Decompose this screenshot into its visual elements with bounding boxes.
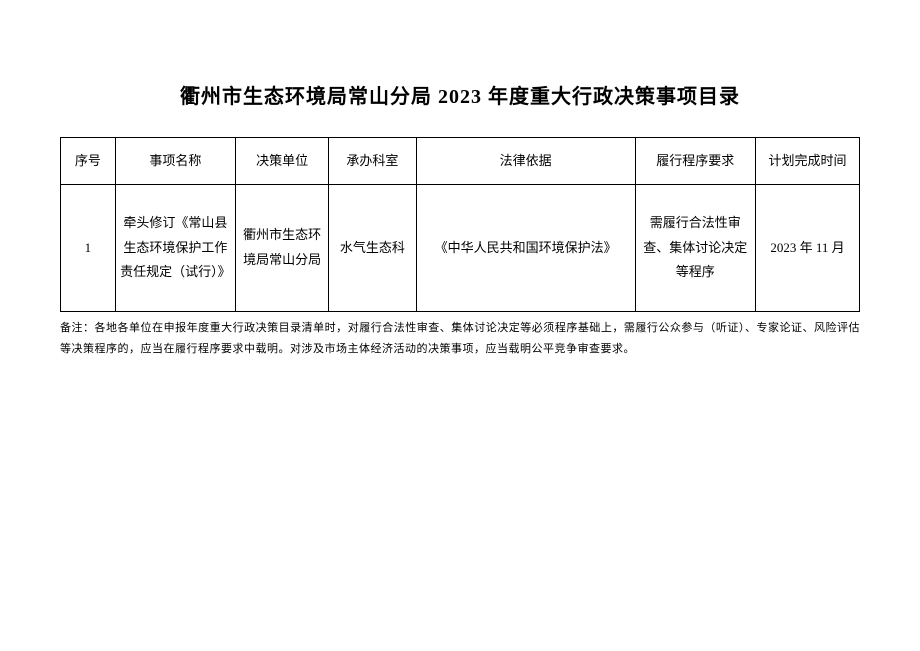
cell-plan: 2023 年 11 月 [755, 185, 859, 312]
table-row: 1 牵头修订《常山县生态环境保护工作责任规定（试行）》 衢州市生态环境局常山分局… [61, 185, 860, 312]
table-header-row: 序号 事项名称 决策单位 承办科室 法律依据 履行程序要求 计划完成时间 [61, 138, 860, 185]
document-page: 衢州市生态环境局常山分局 2023 年度重大行政决策事项目录 序号 事项名称 决… [0, 0, 920, 360]
note-body: 各地各单位在申报年度重大行政决策目录清单时，对履行合法性审查、集体讨论决定等必须… [60, 322, 860, 355]
note-label: 备注： [60, 322, 95, 334]
cell-name: 牵头修订《常山县生态环境保护工作责任规定（试行）》 [115, 185, 235, 312]
header-basis: 法律依据 [416, 138, 635, 185]
header-plan: 计划完成时间 [755, 138, 859, 185]
header-procedure: 履行程序要求 [635, 138, 755, 185]
cell-unit: 衢州市生态环境局常山分局 [236, 185, 329, 312]
header-seq: 序号 [61, 138, 116, 185]
cell-dept: 水气生态科 [329, 185, 417, 312]
page-title: 衢州市生态环境局常山分局 2023 年度重大行政决策事项目录 [60, 80, 860, 109]
cell-basis: 《中华人民共和国环境保护法》 [416, 185, 635, 312]
header-unit: 决策单位 [236, 138, 329, 185]
cell-procedure: 需履行合法性审查、集体讨论决定等程序 [635, 185, 755, 312]
decision-table: 序号 事项名称 决策单位 承办科室 法律依据 履行程序要求 计划完成时间 1 牵… [60, 137, 860, 312]
header-name: 事项名称 [115, 138, 235, 185]
header-dept: 承办科室 [329, 138, 417, 185]
footnote: 备注：各地各单位在申报年度重大行政决策目录清单时，对履行合法性审查、集体讨论决定… [60, 318, 860, 360]
cell-seq: 1 [61, 185, 116, 312]
